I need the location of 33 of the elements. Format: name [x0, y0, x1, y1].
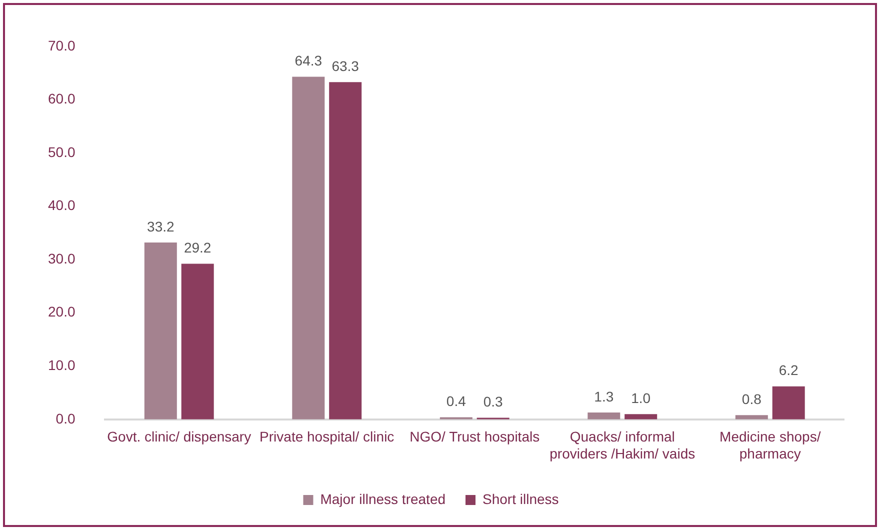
bar — [624, 414, 658, 420]
x-tick-label: Private hospital/ clinic — [260, 428, 394, 445]
y-tick-label: 30.0 — [48, 250, 76, 266]
bar — [588, 412, 620, 420]
data-label: 33.2 — [147, 218, 174, 234]
data-label: 0.3 — [483, 394, 504, 410]
bar — [735, 415, 768, 420]
data-label: 6.2 — [778, 362, 799, 378]
x-tick-label: Govt. clinic/ dispensary — [107, 428, 252, 445]
data-label: 64.3 — [294, 52, 322, 69]
y-tick-label: 40.0 — [48, 197, 76, 214]
data-label: 1.3 — [594, 388, 614, 404]
x-tick-label: NGO/ Trust hospitals — [410, 428, 540, 445]
data-label: 1.0 — [631, 390, 651, 406]
y-tick-label: 0.0 — [56, 410, 76, 426]
data-label: 0.8 — [742, 390, 762, 407]
data-label: 63.3 — [332, 58, 360, 74]
y-tick-label: 70.0 — [48, 37, 76, 54]
bar — [772, 386, 805, 420]
y-tick-label: 50.0 — [48, 144, 76, 160]
bar — [329, 82, 362, 420]
data-label: 0.4 — [446, 393, 466, 410]
bar — [181, 264, 214, 420]
y-tick-label: 10.0 — [48, 356, 76, 373]
x-tick-label: Medicine shops/ pharmacy — [720, 428, 821, 462]
data-label: 29.2 — [184, 240, 212, 256]
legend-label: Major illness treated — [320, 490, 446, 507]
legend-label: Short illness — [482, 490, 559, 507]
bar — [292, 76, 325, 420]
y-tick-label: 20.0 — [48, 304, 76, 320]
x-tick-label: Quacks/ informal providers /Hakim/ vaids — [550, 428, 696, 462]
y-tick-label: 60.0 — [48, 90, 76, 107]
bar — [144, 242, 177, 420]
